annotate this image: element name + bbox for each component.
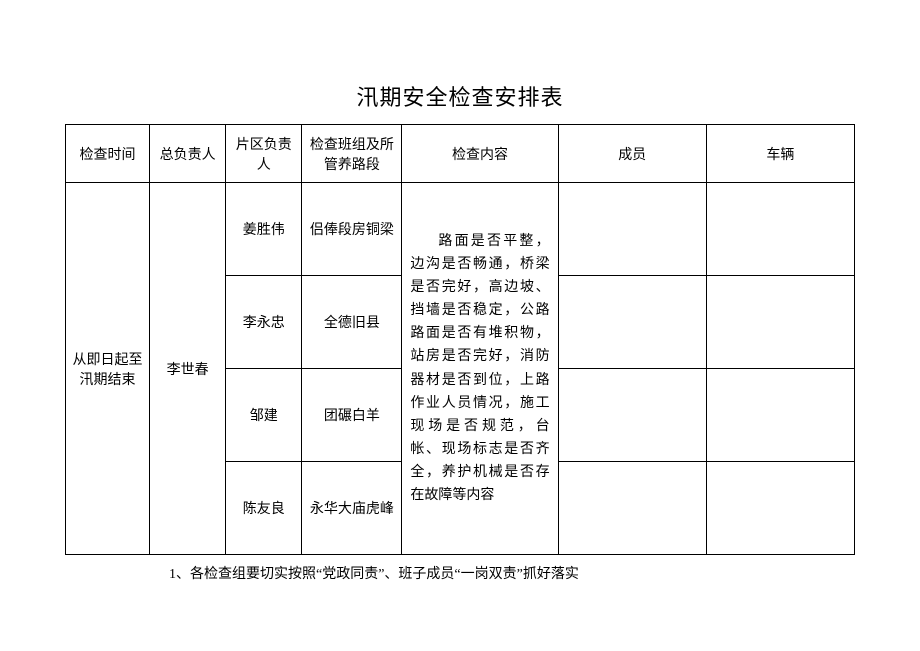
cell-area-leader: 陈友良 — [226, 462, 302, 555]
cell-team: 全德旧县 — [302, 276, 402, 369]
cell-member — [558, 462, 706, 555]
cell-team: 侣俸段房铜梁 — [302, 183, 402, 276]
cell-vehicle — [706, 369, 854, 462]
cell-area-leader: 李永忠 — [226, 276, 302, 369]
cell-vehicle — [706, 276, 854, 369]
footer-note: 1、各检查组要切实按照“党政同责”、班子成员“一岗双责”抓好落实 — [169, 563, 855, 583]
header-member: 成员 — [558, 125, 706, 183]
header-area: 片区负责人 — [226, 125, 302, 183]
header-vehicle: 车辆 — [706, 125, 854, 183]
cell-vehicle — [706, 462, 854, 555]
cell-member — [558, 369, 706, 462]
header-leader: 总负责人 — [150, 125, 226, 183]
header-time: 检查时间 — [66, 125, 150, 183]
table-header-row: 检查时间 总负责人 片区负责人 检查班组及所管养路段 检查内容 成员 车辆 — [66, 125, 855, 183]
cell-team: 永华大庙虎峰 — [302, 462, 402, 555]
table-container: 检查时间 总负责人 片区负责人 检查班组及所管养路段 检查内容 成员 车辆 从即… — [65, 124, 855, 583]
table-row: 从即日起至汛期结束 李世春 姜胜伟 侣俸段房铜梁 路面是否平整，边沟是否畅通，桥… — [66, 183, 855, 276]
cell-overall-leader: 李世春 — [150, 183, 226, 555]
cell-vehicle — [706, 183, 854, 276]
cell-area-leader: 邹建 — [226, 369, 302, 462]
cell-member — [558, 183, 706, 276]
schedule-table: 检查时间 总负责人 片区负责人 检查班组及所管养路段 检查内容 成员 车辆 从即… — [65, 124, 855, 555]
cell-member — [558, 276, 706, 369]
cell-area-leader: 姜胜伟 — [226, 183, 302, 276]
page-title: 汛期安全检查安排表 — [0, 80, 920, 112]
cell-time: 从即日起至汛期结束 — [66, 183, 150, 555]
cell-team: 团碾白羊 — [302, 369, 402, 462]
header-team: 检查班组及所管养路段 — [302, 125, 402, 183]
header-content: 检查内容 — [402, 125, 558, 183]
cell-content: 路面是否平整，边沟是否畅通，桥梁是否完好，高边坡、挡墙是否稳定，公路路面是否有堆… — [402, 183, 558, 555]
